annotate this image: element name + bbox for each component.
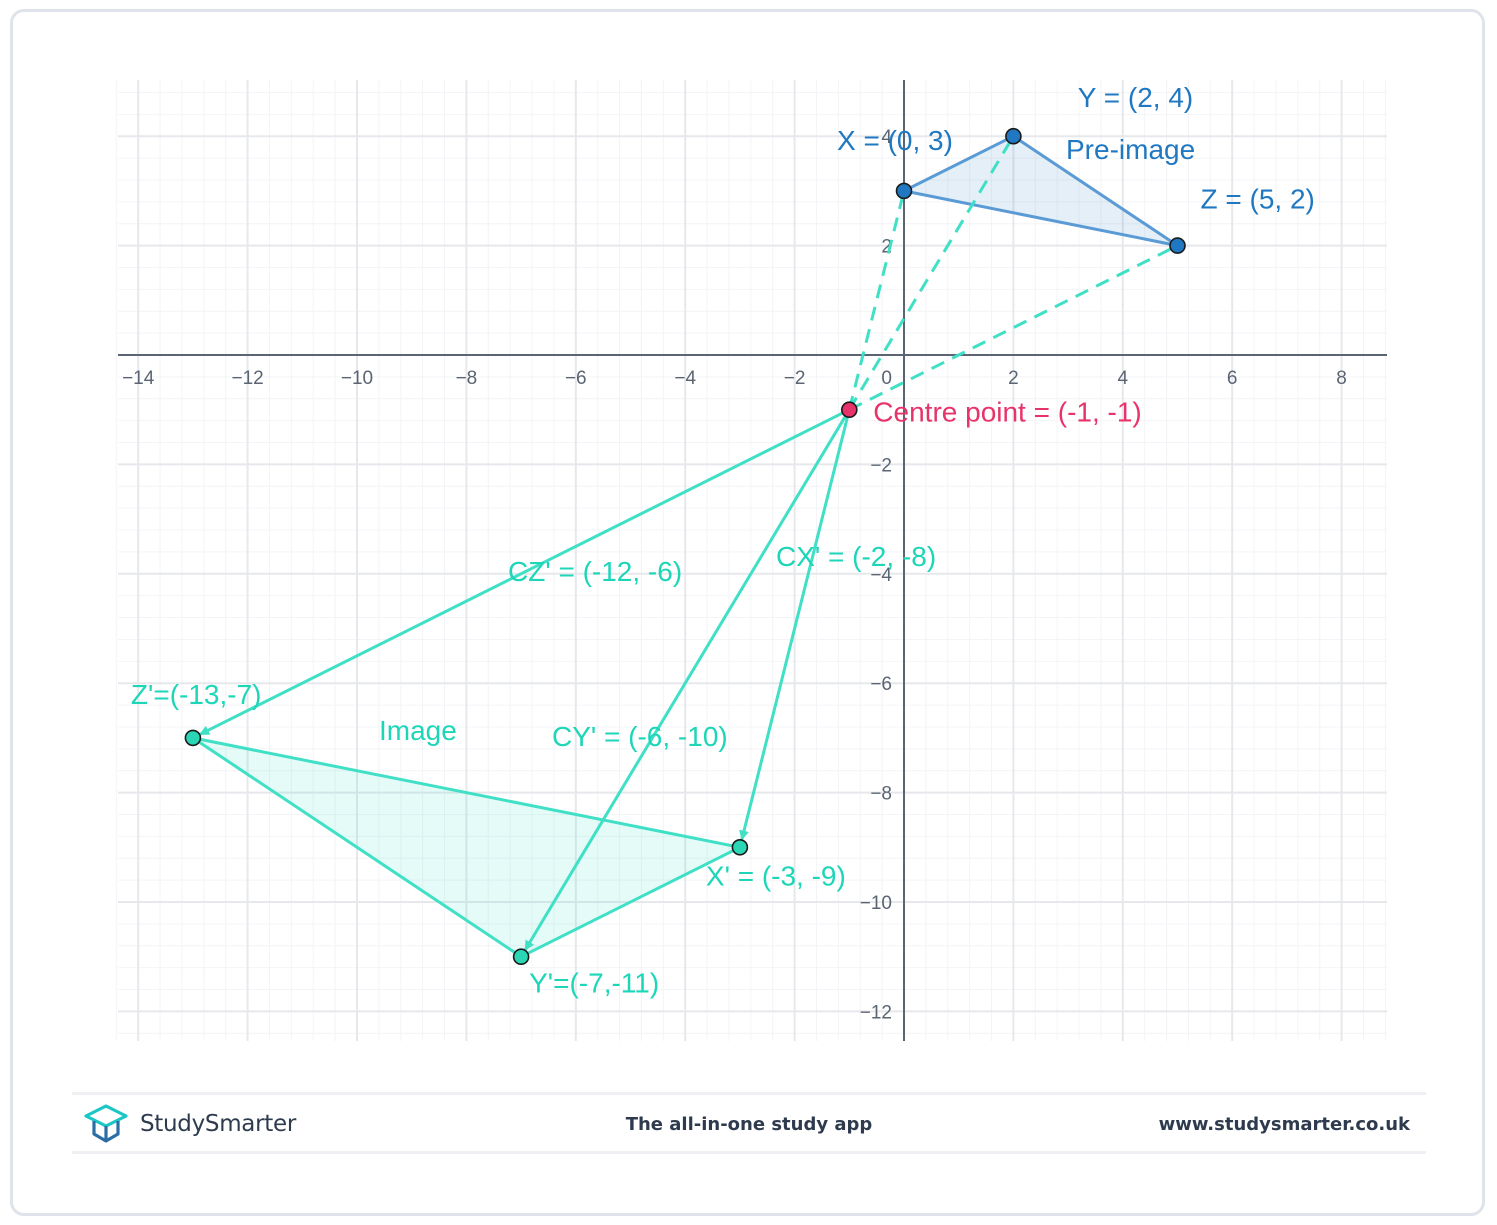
triangles <box>191 134 1179 959</box>
tick-labels: −14 −12 −10 −8 −6 −4 −2 0 2 4 6 8 −12 −10 −8 −6 −4 −2 2 4 <box>122 127 1347 1023</box>
label-centre: Centre point = (-1, -1) <box>873 397 1141 428</box>
point-y <box>1005 127 1022 145</box>
label-y-prime: Y'=(-7,-11) <box>529 968 659 999</box>
dilation-vectors <box>199 408 851 951</box>
dilation-chart: −14 −12 −10 −8 −6 −4 −2 0 2 4 6 8 −12 −10 −8 −6 −4 −2 2 4 X… <box>115 80 1387 1041</box>
points <box>184 127 1186 966</box>
figure-card <box>10 9 1485 1216</box>
studysmarter-logo-icon <box>84 1104 128 1143</box>
x-tick-label: −6 <box>565 368 587 389</box>
axes <box>118 80 1387 1041</box>
label-vector-cx: CX' = (-2, -8) <box>776 541 936 572</box>
vector-xprime <box>739 409 851 841</box>
y-tick-label: 2 <box>881 237 892 258</box>
brand[interactable]: StudySmarter <box>82 1104 296 1144</box>
label-x: X = (0, 3) <box>837 125 953 156</box>
label-z: Z = (5, 2) <box>1201 184 1315 215</box>
brand-name: StudySmarter <box>140 1111 296 1137</box>
minor-grid <box>115 80 1387 1041</box>
major-grid <box>118 80 1387 1041</box>
x-tick-label: −8 <box>456 368 478 389</box>
projection-lines <box>847 135 1179 412</box>
x-tick-label: 4 <box>1118 368 1129 389</box>
x-tick-label: 6 <box>1227 368 1238 389</box>
label-vector-cy: CY' = (-6, -10) <box>552 721 728 752</box>
x-tick-label: −4 <box>674 368 696 389</box>
point-c <box>840 401 858 419</box>
website-link[interactable]: www.studysmarter.co.uk <box>1158 1114 1410 1135</box>
tagline: The all-in-one study app <box>625 1114 873 1135</box>
point-yprime <box>512 948 530 966</box>
x-tick-label: 0 <box>881 368 892 389</box>
preimage-triangle <box>902 134 1179 248</box>
label-vector-cz: CZ' = (-12, -6) <box>508 556 682 587</box>
label-x-prime: X' = (-3, -9) <box>706 860 846 891</box>
label-z-prime: Z'=(-13,-7) <box>131 679 262 710</box>
vector-zprime <box>199 408 850 736</box>
vector-yprime <box>523 408 851 951</box>
y-tick-label: −4 <box>870 565 892 586</box>
y-tick-label: −6 <box>870 674 892 695</box>
x-tick-label: −2 <box>784 368 806 389</box>
dashed-line-y <box>848 135 1015 411</box>
x-tick-label: −12 <box>231 368 263 389</box>
x-tick-label: 2 <box>1008 368 1019 389</box>
point-zprime <box>184 729 202 747</box>
dashed-line-x <box>847 190 906 411</box>
footer: StudySmarter The all-in-one study app ww… <box>72 1092 1426 1154</box>
label-image: Image <box>379 715 457 746</box>
image-triangle <box>191 736 742 959</box>
point-z <box>1169 237 1186 254</box>
dashed-line-z <box>848 244 1179 412</box>
label-y: Y = (2, 4) <box>1078 82 1193 113</box>
label-preimage: Pre-image <box>1066 134 1195 165</box>
y-tick-label: 4 <box>881 127 892 148</box>
annotations: X = (0, 3) Y = (2, 4) Z = (5, 2) Centre poi… <box>131 82 1315 999</box>
x-tick-label: −10 <box>341 368 373 389</box>
y-tick-label: −12 <box>860 1002 892 1023</box>
y-tick-label: −8 <box>870 784 892 805</box>
x-tick-label: −14 <box>122 368 155 389</box>
x-tick-label: 8 <box>1336 368 1347 389</box>
point-x <box>895 182 913 200</box>
y-tick-label: −2 <box>870 455 892 476</box>
point-xprime <box>731 838 749 856</box>
y-tick-label: −10 <box>860 893 892 914</box>
